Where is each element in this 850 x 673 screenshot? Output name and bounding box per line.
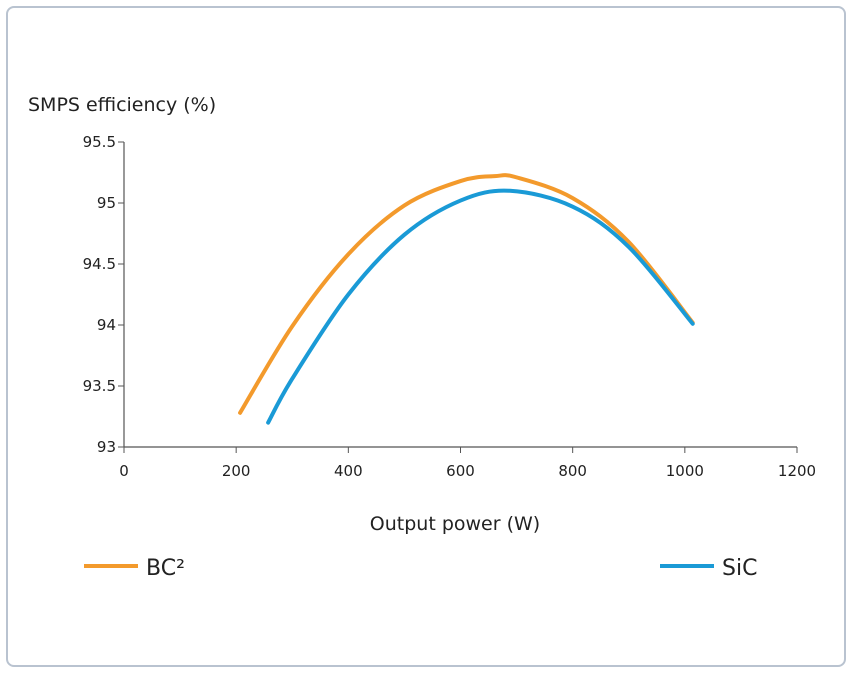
x-tick-label: 0 xyxy=(119,462,129,480)
y-axis-label: SMPS efficiency (%) xyxy=(28,94,216,116)
y-tick-label: 94.5 xyxy=(83,255,116,273)
series-line-sic xyxy=(266,188,695,425)
x-tick-label: 800 xyxy=(558,462,587,480)
y-tick-label: 95.5 xyxy=(83,133,116,151)
y-tick-label: 93.5 xyxy=(83,377,116,395)
y-tick-label: 93 xyxy=(97,438,116,456)
x-axis-label: Output power (W) xyxy=(370,513,540,535)
x-tick-label: 200 xyxy=(222,462,251,480)
chart-frame xyxy=(6,6,846,667)
y-tick-label: 95 xyxy=(97,194,116,212)
legend-label: BC² xyxy=(146,556,185,581)
x-tick-label: 400 xyxy=(334,462,363,480)
legend-label: SiC xyxy=(722,556,757,581)
x-tick-label: 600 xyxy=(446,462,475,480)
x-tick-label: 1000 xyxy=(666,462,704,480)
y-tick-label: 94 xyxy=(97,316,116,334)
x-tick-label: 1200 xyxy=(778,462,816,480)
series-line-bc xyxy=(238,173,695,415)
